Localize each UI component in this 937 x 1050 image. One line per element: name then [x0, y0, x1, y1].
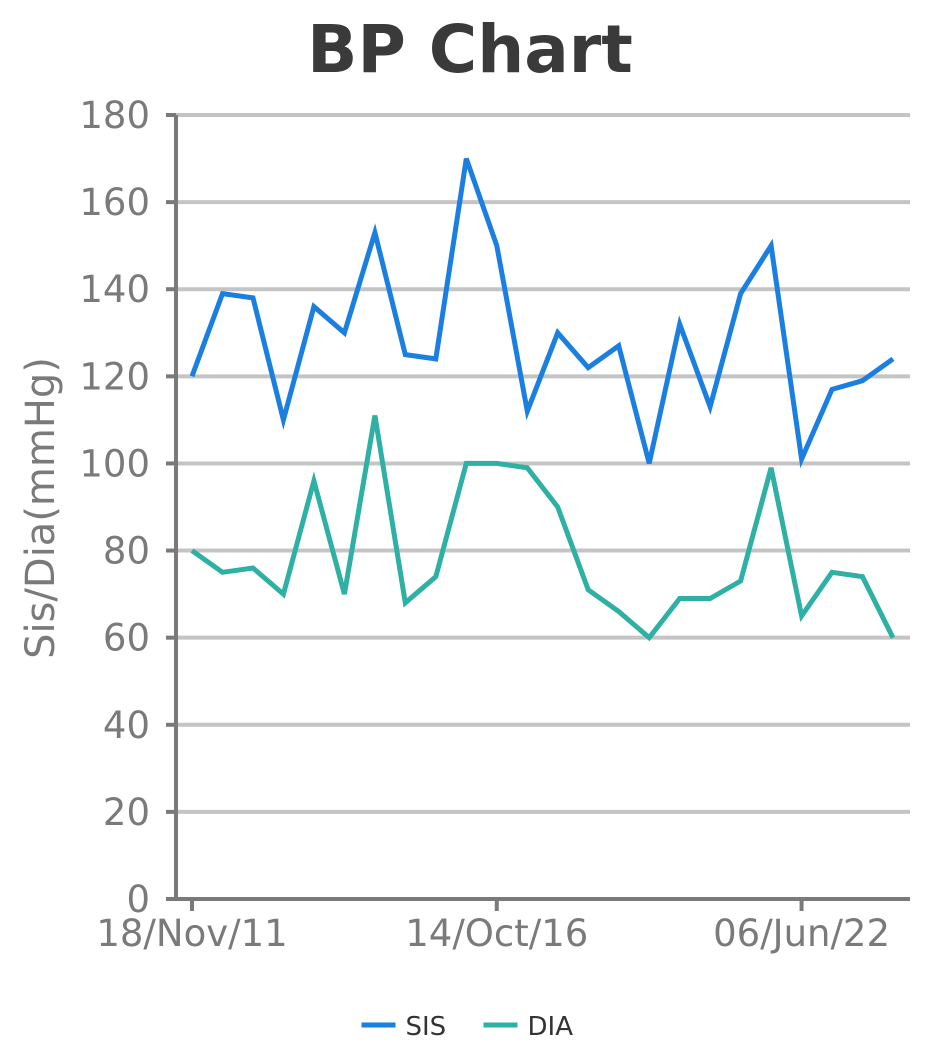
series-line-sis — [189, 157, 895, 469]
legend-label-dia: DIA — [528, 1012, 574, 1042]
y-tick-label: 120 — [79, 355, 150, 398]
y-tick-label: 160 — [79, 181, 150, 224]
y-axis-label: Sis/Dia(mmHg) — [18, 357, 64, 659]
y-tick-label: 60 — [103, 617, 150, 660]
x-tick-label: 18/Nov/11 — [96, 912, 287, 955]
y-tick-label: 0 — [126, 878, 150, 921]
legend-label-sis: SIS — [406, 1012, 447, 1042]
y-tick-label: 20 — [103, 791, 150, 834]
y-tick-label: 100 — [79, 442, 150, 485]
series-lines — [189, 157, 896, 642]
y-tick-label: 140 — [79, 268, 150, 311]
y-tick-label: 40 — [103, 704, 150, 747]
series-line-dia — [190, 415, 896, 642]
chart-title: BP Chart — [307, 11, 633, 88]
y-tick-label: 180 — [79, 94, 150, 137]
axes: 0 20 40 60 80 100 120 140 160 180 18/Nov/11 14/Oct/… — [79, 94, 910, 955]
y-tick-label: 80 — [103, 530, 150, 573]
legend: SIS DIA — [361, 1012, 574, 1042]
x-tick-label: 06/Jun/22 — [713, 912, 890, 955]
x-tick-label: 14/Oct/16 — [405, 912, 588, 955]
